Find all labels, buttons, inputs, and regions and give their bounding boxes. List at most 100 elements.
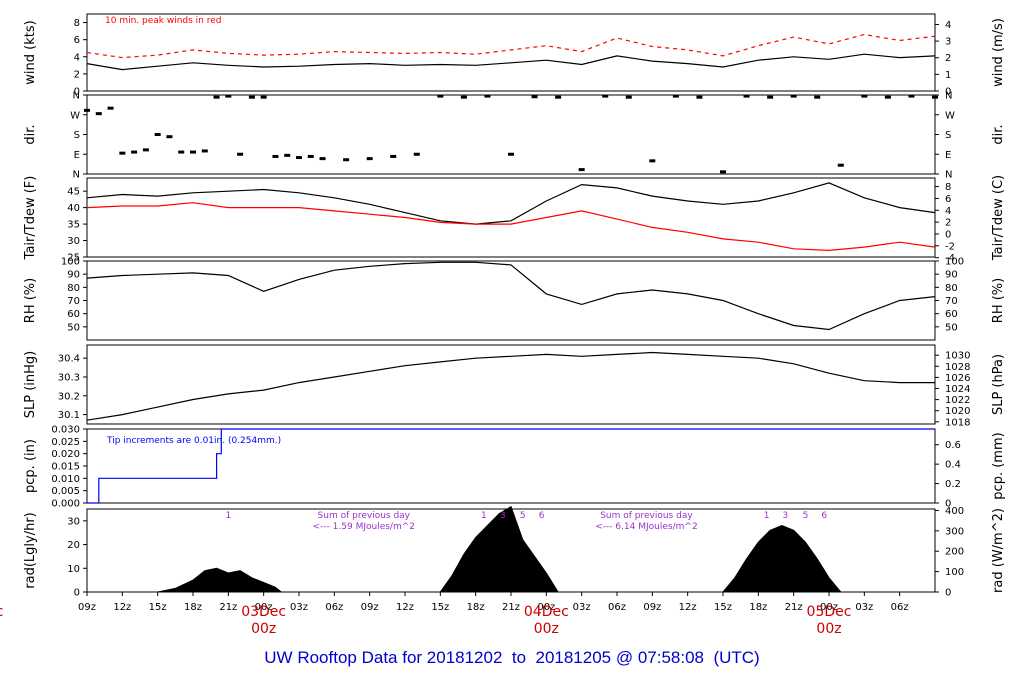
- y-tick-label: 0.015: [51, 462, 80, 473]
- panel-wind: 0 2 4 6 8 0 1 2 3 4 wind (kts) wind (m/s) 10 min. pe…: [23, 13, 1006, 98]
- x-tick-label: 12z: [396, 602, 414, 613]
- day-hour-label: 1: [481, 511, 487, 521]
- y-tick-label: 0.025: [51, 437, 80, 448]
- x-tick-label: 18z: [467, 602, 485, 613]
- x-tick-label: 12z: [113, 602, 131, 613]
- y-tick-label: 60: [67, 309, 80, 320]
- y-tick-label-right: 0: [945, 229, 951, 240]
- x-tick-label: 03z: [290, 602, 308, 613]
- y-tick-label: 30.1: [58, 410, 80, 421]
- direction-point: [142, 148, 149, 152]
- y-tick-label: 8: [74, 18, 80, 29]
- y-tick-label: N: [73, 91, 80, 102]
- x-tick-label: 06z: [608, 602, 626, 613]
- x-tick-label: 06z: [325, 602, 343, 613]
- direction-point: [366, 157, 373, 161]
- direction-point: [343, 158, 350, 162]
- y-tick-label-right: 200: [945, 547, 964, 558]
- y-tick-label-right: 50: [945, 322, 958, 333]
- radiation-sum-note: Sum of previous day: [600, 511, 693, 521]
- y-tick-label-right: E: [945, 150, 951, 161]
- x-tick-label: 21z: [502, 602, 520, 613]
- y-tick-label-right: 90: [945, 270, 958, 281]
- direction-point: [201, 149, 208, 153]
- y-tick-label: 0: [74, 87, 80, 98]
- y-tick-label-right: 1018: [945, 417, 970, 428]
- direction-point: [390, 154, 397, 158]
- panel-frame: [86, 344, 936, 425]
- y-tick-label-right: 400: [945, 506, 964, 517]
- y-tick-label-right: -4: [945, 253, 955, 264]
- x-tick-label: 15z: [714, 602, 732, 613]
- y-tick-label: N: [73, 170, 80, 181]
- y-tick-label: S: [74, 130, 80, 141]
- direction-point: [248, 95, 255, 99]
- direction-point: [131, 150, 138, 154]
- y-tick-label-right: 0: [945, 87, 951, 98]
- y-axis-label: RH (%): [23, 278, 38, 323]
- day-hour-label: 5: [520, 511, 526, 521]
- y-axis-label: Tair/Tdew (F): [23, 176, 38, 261]
- x-tick-label: 00z: [537, 602, 555, 613]
- y-axis-label-right: pcp. (mm): [991, 432, 1006, 499]
- panel-slp: 30.1 30.2 30.3 30.4 101810201022102410261028…: [23, 344, 1006, 428]
- y-tick-label: 45: [67, 187, 80, 198]
- y-tick-label-right: 0.2: [945, 479, 961, 490]
- y-tick-label-right: W: [945, 110, 955, 121]
- x-tick-label: 00z: [820, 602, 838, 613]
- y-tick-label: 100: [61, 257, 80, 268]
- direction-point: [437, 94, 444, 98]
- x-tick-label: 09z: [78, 602, 96, 613]
- y-tick-label: 0.000: [51, 499, 80, 510]
- series-line: [86, 351, 935, 421]
- panel-frame: [86, 260, 936, 341]
- direction-point: [166, 135, 173, 139]
- direction-point: [861, 94, 868, 98]
- day-marker-date: 04Dec: [524, 604, 569, 620]
- direction-point: [837, 163, 844, 167]
- radiation-area: [157, 567, 283, 593]
- y-tick-label: 2: [74, 69, 80, 80]
- direction-point: [884, 95, 891, 99]
- y-tick-label-right: 0: [945, 499, 951, 510]
- x-tick-label: 06z: [891, 602, 909, 613]
- y-tick-label: 0.020: [51, 449, 80, 460]
- x-tick-label: 21z: [219, 602, 237, 613]
- y-tick-label: 90: [67, 270, 80, 281]
- x-tick-label: 09z: [361, 602, 379, 613]
- y-tick-label: 70: [67, 296, 80, 307]
- day-hour-label: 5: [803, 511, 809, 521]
- y-axis-label-right: rad (W/m^2): [991, 508, 1006, 593]
- y-tick-label: 30.3: [58, 372, 80, 383]
- direction-point: [284, 153, 291, 157]
- day-marker-time: 00z: [816, 621, 841, 637]
- y-tick-label-right: 1026: [945, 373, 970, 384]
- y-axis-label: pcp. (in): [23, 439, 38, 493]
- x-axis: 09z 12z 15z 18z 21z 00z 03z 06z 09z 12z 15z 18z 21z 0…: [0, 592, 909, 637]
- direction-point: [213, 95, 220, 99]
- x-tick-label: 15z: [149, 602, 167, 613]
- direction-point: [649, 159, 656, 163]
- y-tick-label: 25: [67, 253, 80, 264]
- y-tick-label: 30: [67, 516, 80, 527]
- series-line: [86, 53, 936, 71]
- day-marker-date: 05Dec: [807, 604, 852, 620]
- direction-point: [531, 95, 538, 99]
- y-tick-label-right: 8: [945, 182, 951, 193]
- direction-point: [508, 152, 514, 156]
- y-axis-label-right: wind (m/s): [991, 18, 1006, 87]
- y-tick-label-right: N: [945, 170, 952, 181]
- y-tick-label-right: 4: [945, 20, 951, 31]
- day-hour-label: 1: [764, 511, 770, 521]
- y-tick-label: 0.010: [51, 474, 80, 485]
- y-tick-label: W: [70, 110, 80, 121]
- direction-point: [790, 94, 797, 98]
- radiation-area: [439, 505, 559, 593]
- y-axis-label: SLP (inHg): [23, 351, 38, 419]
- y-tick-label-right: 60: [945, 309, 958, 320]
- direction-point: [260, 95, 267, 99]
- day-hour-label: 3: [500, 511, 506, 521]
